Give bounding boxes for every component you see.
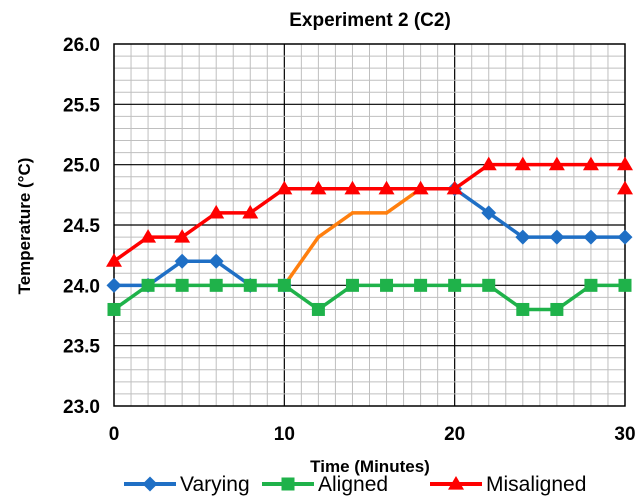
data-point [481, 205, 497, 221]
legend-item-misaligned: Misaligned [430, 473, 586, 496]
data-point [617, 156, 633, 171]
data-point [582, 156, 599, 171]
y-tick-label: 25.0 [63, 156, 100, 177]
data-point [514, 156, 531, 171]
series-line-segment [282, 235, 321, 288]
legend-label: Varying [180, 473, 250, 496]
y-tick-label: 26.0 [63, 35, 100, 56]
x-axis-label: Time (Minutes) [310, 457, 430, 476]
chart-legend: Varying Aligned Misaligned [124, 473, 586, 496]
data-point [618, 278, 632, 292]
legend-marker [142, 476, 158, 492]
chart-grid [114, 44, 625, 406]
data-point [480, 156, 497, 171]
y-tick-label: 24.0 [63, 276, 100, 297]
data-point [344, 180, 361, 195]
data-point [380, 278, 394, 292]
data-point [311, 302, 325, 316]
y-axis-label: Temperature (°C) [15, 158, 34, 295]
legend-label: Misaligned [486, 473, 586, 496]
data-point [550, 302, 564, 316]
x-tick-label: 20 [444, 424, 465, 445]
plot-frame [113, 43, 626, 407]
y-tick-label: 25.5 [63, 95, 100, 116]
data-point [175, 278, 189, 292]
data-point [515, 229, 531, 245]
series-line-segment [486, 211, 525, 239]
data-point [378, 180, 395, 195]
data-point [448, 278, 462, 292]
data-point [174, 253, 190, 269]
data-point [617, 229, 633, 245]
data-point [140, 229, 157, 243]
data-point [583, 229, 599, 245]
data-point [548, 156, 565, 171]
data-point [174, 229, 191, 243]
legend-item-aligned: Aligned [262, 473, 388, 496]
x-tick-label: 0 [109, 424, 120, 445]
legend-item-varying: Varying [124, 473, 250, 496]
chart-axes [113, 43, 626, 407]
y-tick-label: 24.5 [63, 216, 100, 237]
series-line-segment [316, 211, 355, 239]
data-point [617, 180, 633, 195]
data-point [141, 278, 155, 292]
data-point [106, 277, 122, 293]
chart-series [106, 156, 633, 316]
data-point [414, 278, 428, 292]
data-point [276, 180, 293, 195]
data-point [277, 278, 291, 292]
data-point [310, 180, 327, 195]
chart-title: Experiment 2 (C2) [289, 10, 451, 31]
legend-label: Aligned [318, 473, 388, 496]
data-point [584, 278, 598, 292]
x-tick-label: 10 [274, 424, 295, 445]
data-point [106, 253, 122, 267]
data-point [208, 253, 224, 269]
data-point [209, 278, 223, 292]
legend-marker [281, 477, 295, 491]
data-point [549, 229, 565, 245]
x-tick-label: 30 [614, 424, 635, 445]
data-point [412, 180, 429, 195]
data-point [516, 302, 530, 316]
data-point [208, 204, 225, 219]
data-point [446, 180, 463, 195]
data-point [345, 278, 359, 292]
data-point [482, 278, 496, 292]
data-point [243, 278, 257, 292]
tick-labels: 23.0 23.5 24.0 24.5 25.0 25.5 26.0 0 10 20 30 [63, 35, 636, 445]
data-point [107, 302, 121, 316]
y-tick-label: 23.0 [63, 397, 100, 418]
series-misaligned [106, 156, 633, 267]
series-aligned [107, 278, 632, 316]
data-point [242, 204, 259, 219]
legend-marker [448, 476, 464, 490]
y-tick-label: 23.5 [63, 337, 100, 358]
